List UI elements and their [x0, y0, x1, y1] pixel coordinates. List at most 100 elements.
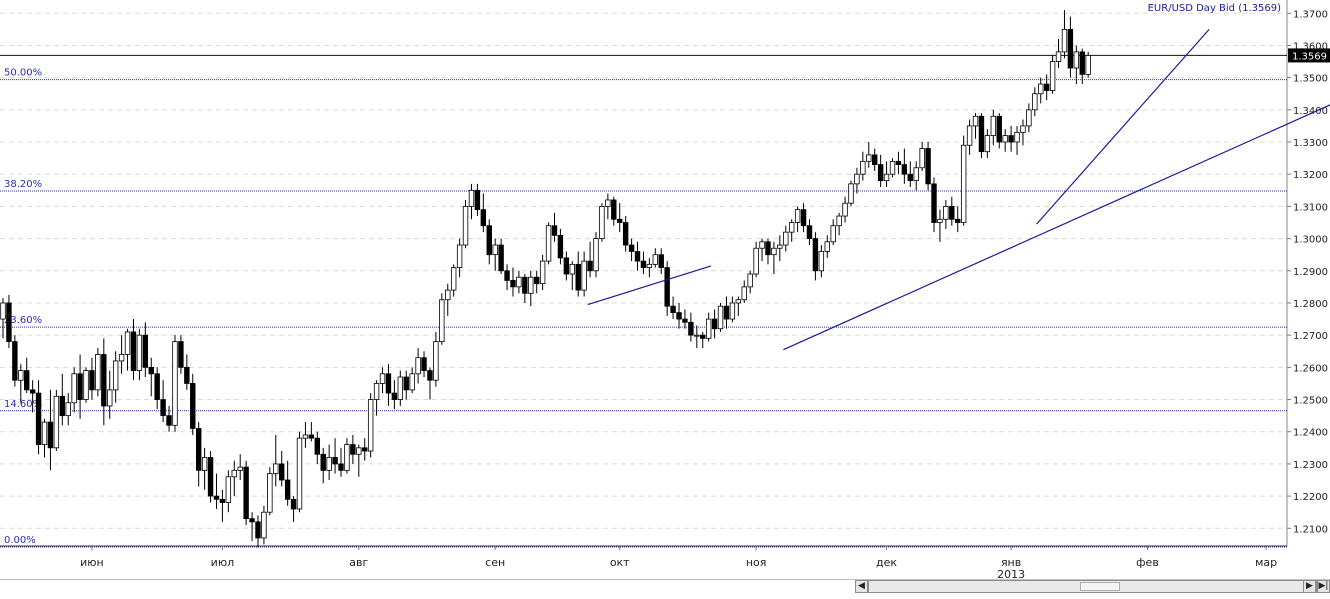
fib-level-label: 50.00% — [4, 68, 42, 79]
candle-body — [1061, 28, 1068, 53]
candle-body — [486, 225, 492, 256]
candle-body — [937, 218, 943, 223]
candle-body — [919, 148, 925, 169]
candle-body — [563, 257, 570, 275]
candle-body — [522, 276, 528, 294]
candle-body — [439, 299, 445, 342]
candle-body — [433, 341, 439, 381]
candle-body — [634, 251, 641, 262]
candle-body — [136, 334, 143, 371]
x-tick-label: фев — [1136, 556, 1159, 569]
candle-body — [403, 376, 409, 391]
fib-level-label: 0.00% — [4, 535, 36, 546]
candle-body — [824, 241, 830, 252]
candle-body — [1073, 51, 1080, 69]
candle-body — [468, 189, 475, 207]
candle-body — [231, 469, 237, 478]
x-tick-label: дек — [876, 556, 897, 569]
candle-body — [83, 370, 89, 400]
y-tick-label: 1.2600 — [1293, 363, 1328, 374]
candle-body — [504, 270, 510, 281]
candle-body — [605, 199, 611, 207]
y-tick-label: 1.2200 — [1293, 492, 1328, 503]
candle-body — [747, 273, 753, 288]
candle-body — [0, 302, 6, 320]
candle-body — [1014, 131, 1020, 143]
candle-body — [480, 209, 487, 227]
candle-body — [1038, 83, 1044, 95]
candle-body — [249, 518, 255, 523]
candle-body — [65, 402, 71, 417]
candle-body — [966, 125, 973, 146]
candle-body — [688, 321, 694, 336]
candle-body — [427, 370, 433, 381]
x-tick-label: авг — [349, 556, 368, 569]
candle-body — [617, 218, 623, 223]
candle-body — [201, 457, 208, 471]
candle-body — [700, 334, 706, 339]
candle-body — [889, 160, 896, 175]
candle-body — [190, 383, 196, 429]
candle-body — [534, 276, 540, 285]
candle-body — [670, 305, 676, 314]
trend-line — [1036, 28, 1210, 225]
scrollbar-thumb[interactable] — [1080, 582, 1120, 591]
candle-body — [498, 244, 504, 272]
candle-body — [759, 241, 765, 249]
candle-body — [729, 302, 736, 320]
candle-body — [652, 254, 658, 265]
candle-body — [35, 392, 42, 446]
scroll-left-button[interactable]: ◀ — [855, 580, 868, 593]
candle-body — [101, 354, 107, 407]
candle-body — [356, 447, 362, 455]
candle-body — [350, 444, 356, 455]
candle-body — [972, 115, 979, 127]
y-tick-label: 1.3300 — [1293, 138, 1328, 149]
candle-body — [788, 222, 795, 233]
candle-body — [213, 495, 220, 500]
candle-body — [47, 421, 54, 449]
candle-body — [421, 357, 427, 371]
candle-body — [1085, 55, 1091, 75]
y-tick-label: 1.2300 — [1293, 460, 1328, 471]
y-tick-label: 1.2700 — [1293, 331, 1328, 342]
candle-body — [273, 463, 279, 474]
candle-body — [664, 267, 670, 307]
x-tick-label: сен — [485, 556, 505, 569]
candle-body — [367, 399, 374, 452]
candle-body — [1026, 109, 1032, 127]
candle-body — [1043, 83, 1050, 91]
candle-body — [753, 247, 759, 275]
x-tick-label: окт — [610, 556, 630, 569]
candle-body — [166, 415, 172, 426]
y-tick-label: 1.3100 — [1293, 202, 1328, 213]
candle-body — [539, 260, 546, 285]
candle-body — [682, 318, 688, 323]
candle-body — [925, 148, 931, 185]
x-tick-label: июн — [80, 556, 104, 569]
candle-body — [818, 251, 825, 272]
candle-body — [569, 263, 575, 275]
candle-body — [883, 173, 890, 182]
candle-body — [1008, 135, 1014, 143]
scroll-right-button[interactable]: ▶ — [1303, 580, 1316, 593]
candle-body — [261, 511, 267, 539]
y-tick-label: 1.2800 — [1293, 299, 1328, 310]
y-tick-label: 1.3400 — [1293, 106, 1328, 117]
scroll-end-button[interactable]: ▶| — [1317, 580, 1330, 593]
candle-body — [391, 392, 398, 400]
candle-body — [575, 263, 581, 291]
candle-body — [1020, 125, 1026, 133]
candle-body — [676, 312, 682, 320]
candle-body — [711, 318, 718, 330]
candle-body — [142, 334, 149, 368]
candle-body — [77, 373, 83, 400]
candle-body — [462, 206, 469, 246]
candle-body — [872, 154, 878, 165]
y-tick-label: 1.3000 — [1293, 235, 1328, 246]
candle-body — [943, 206, 949, 220]
candle-body — [373, 383, 380, 400]
candle-body — [24, 370, 30, 391]
